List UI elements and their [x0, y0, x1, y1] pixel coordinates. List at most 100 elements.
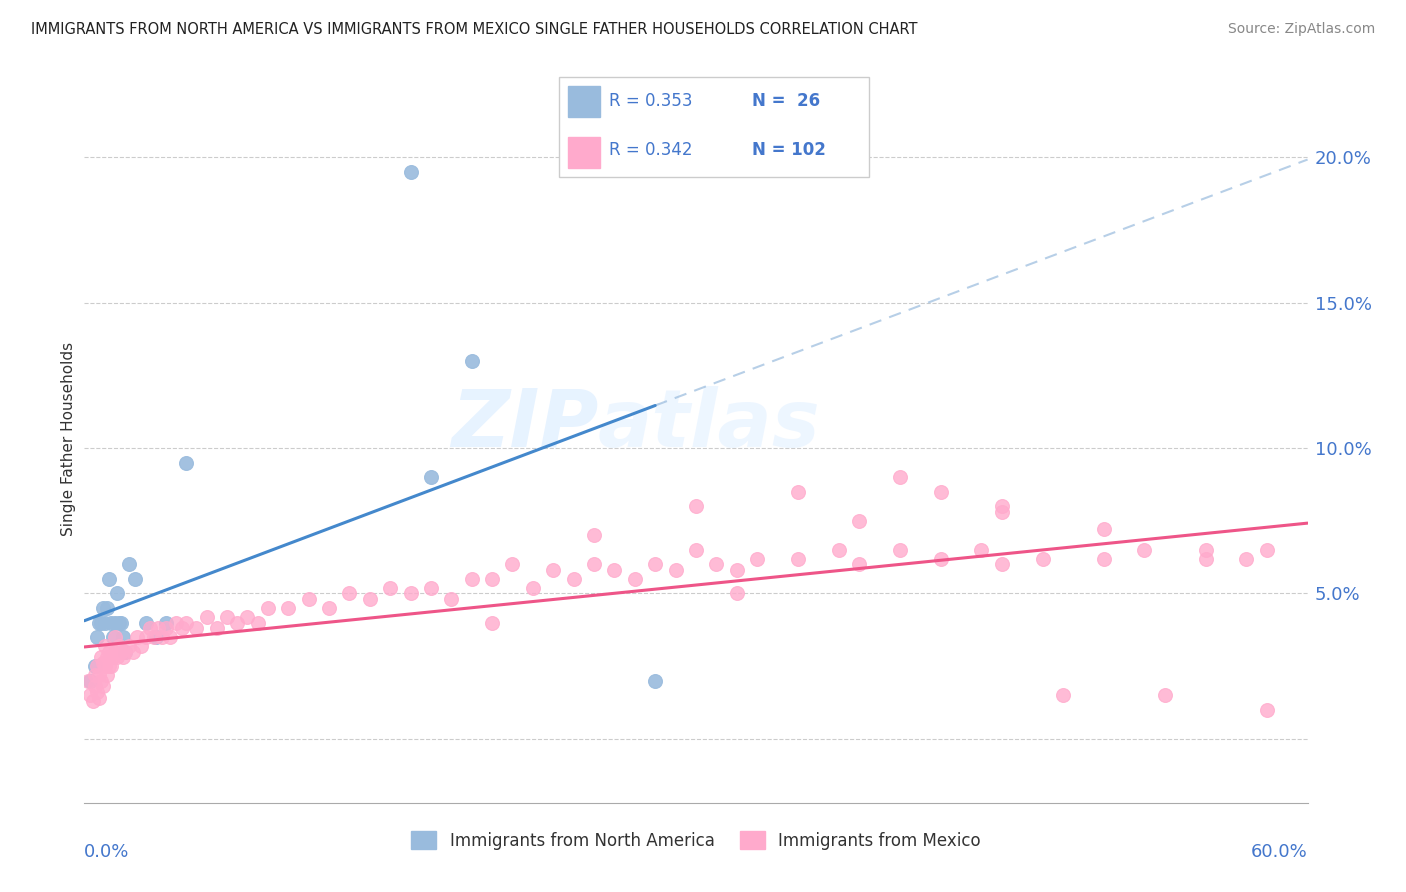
Point — [83, 668, 105, 682]
Text: 0.0%: 0.0% — [84, 843, 129, 861]
Point — [318, 601, 340, 615]
Point — [108, 639, 131, 653]
Point — [86, 659, 108, 673]
Point — [110, 615, 132, 630]
Point — [127, 630, 149, 644]
Point — [929, 551, 952, 566]
Point — [970, 542, 993, 557]
Point — [481, 572, 503, 586]
Point — [277, 601, 299, 615]
Point — [848, 514, 870, 528]
Point — [138, 621, 160, 635]
Point — [583, 558, 606, 572]
Point — [91, 657, 114, 671]
Point — [461, 353, 484, 368]
Point — [93, 639, 115, 653]
Point — [83, 680, 105, 694]
Point — [146, 621, 169, 635]
Point — [725, 563, 748, 577]
Point — [706, 558, 728, 572]
Bar — [568, 137, 599, 168]
Point — [155, 621, 177, 635]
Point — [359, 592, 381, 607]
Text: ZIP: ZIP — [451, 385, 598, 464]
Point — [104, 644, 127, 658]
Point — [420, 581, 443, 595]
Point — [1195, 542, 1218, 557]
Point — [135, 615, 157, 630]
Point — [889, 542, 911, 557]
Point — [104, 630, 127, 644]
Point — [135, 630, 157, 644]
Point — [1236, 551, 1258, 566]
Point — [104, 615, 127, 630]
Point — [122, 644, 145, 658]
Point — [685, 499, 707, 513]
Point — [86, 630, 108, 644]
Point — [97, 572, 120, 586]
Point — [174, 615, 197, 630]
Point — [101, 630, 124, 644]
Point — [97, 644, 120, 658]
Point — [991, 558, 1014, 572]
Point — [991, 499, 1014, 513]
Point — [399, 165, 422, 179]
Text: N =  26: N = 26 — [752, 93, 820, 111]
Text: N = 102: N = 102 — [752, 141, 825, 159]
Point — [96, 650, 118, 665]
Point — [91, 601, 114, 615]
Point — [1256, 703, 1278, 717]
Point — [108, 615, 131, 630]
Point — [205, 621, 228, 635]
Point — [929, 484, 952, 499]
Point — [159, 630, 181, 644]
Point — [1154, 688, 1177, 702]
Point — [1195, 551, 1218, 566]
Y-axis label: Single Father Households: Single Father Households — [60, 343, 76, 536]
Point — [96, 601, 118, 615]
Point — [583, 528, 606, 542]
Point — [118, 639, 141, 653]
Point — [105, 586, 128, 600]
Point — [522, 581, 544, 595]
Point — [889, 470, 911, 484]
Point — [217, 609, 239, 624]
Text: R = 0.353: R = 0.353 — [609, 93, 693, 111]
Point — [100, 659, 122, 673]
Point — [226, 615, 249, 630]
Text: Source: ZipAtlas.com: Source: ZipAtlas.com — [1227, 22, 1375, 37]
Point — [90, 650, 112, 665]
Point — [174, 456, 197, 470]
Point — [1032, 551, 1054, 566]
Point — [101, 650, 124, 665]
Point — [991, 505, 1014, 519]
Point — [644, 673, 666, 688]
Point — [481, 615, 503, 630]
Point — [87, 615, 110, 630]
Point — [93, 659, 115, 673]
Point — [97, 659, 120, 673]
Point — [114, 644, 136, 658]
FancyBboxPatch shape — [558, 77, 869, 178]
Point — [461, 572, 484, 586]
Point — [644, 558, 666, 572]
Point — [155, 615, 177, 630]
Point — [105, 650, 128, 665]
Point — [725, 586, 748, 600]
Point — [172, 621, 194, 635]
Point — [665, 563, 688, 577]
Point — [1092, 523, 1115, 537]
Point — [1052, 688, 1074, 702]
Point — [83, 659, 105, 673]
Text: R = 0.342: R = 0.342 — [609, 141, 693, 159]
Point — [110, 644, 132, 658]
Point — [90, 673, 112, 688]
Point — [112, 650, 135, 665]
Point — [298, 592, 321, 607]
Point — [142, 630, 165, 644]
Point — [399, 586, 422, 600]
Point — [1256, 542, 1278, 557]
Point — [87, 668, 110, 682]
Text: IMMIGRANTS FROM NORTH AMERICA VS IMMIGRANTS FROM MEXICO SINGLE FATHER HOUSEHOLDS: IMMIGRANTS FROM NORTH AMERICA VS IMMIGRA… — [31, 22, 918, 37]
Point — [339, 586, 361, 600]
